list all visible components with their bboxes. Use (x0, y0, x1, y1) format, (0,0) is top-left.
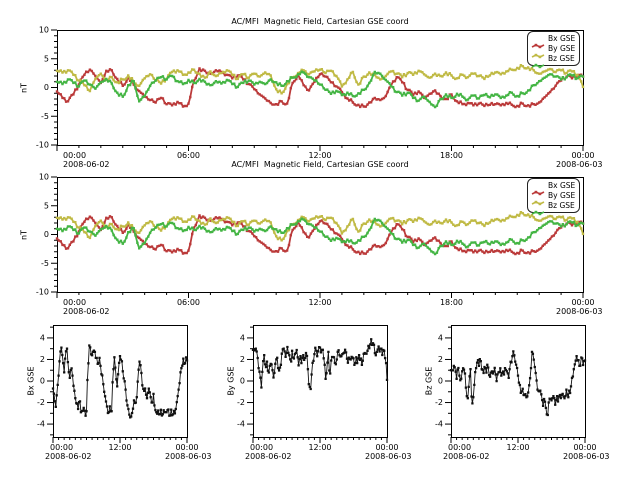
bz-panel-y-tick-label: 2 (438, 355, 443, 364)
bx-panel-frame (53, 325, 188, 438)
middle-panel-x-date-label: 2008-06-02 (63, 307, 110, 316)
middle-panel-y-tick-label: 10 (39, 173, 49, 182)
by-panel-y-tick-label: -4 (237, 420, 245, 429)
by-line-icon (531, 192, 545, 205)
top-panel-ylabel: nT (19, 83, 29, 93)
bz-panel-x-date-label: 2008-06-02 (443, 452, 490, 461)
bz-panel-y-tick-label: -4 (435, 420, 443, 429)
top-panel-x-date-label: 2008-06-02 (63, 160, 110, 169)
bx-panel-ylabel: Bx GSE (26, 366, 36, 396)
legend-item-by: By GSE (531, 44, 576, 58)
bz-panel-ylabel: Bz GSE (424, 366, 434, 396)
top-panel-x-tick-label: 12:00 (308, 151, 331, 160)
bx-panel-y-tick-label: -2 (37, 398, 45, 407)
by-panel-x-date-label: 2008-06-02 (245, 452, 292, 461)
by-panel-x-date-label: 2008-06-03 (365, 452, 412, 461)
by-panel-ylabel: By GSE (226, 366, 236, 396)
by-panel-x-tick-label: 00:00 (375, 443, 398, 452)
bx-panel-series-markers-bx-gse (51, 344, 189, 419)
by-panel-series-markers-by-gse (251, 338, 389, 391)
bz-panel-y-tick-label: 0 (438, 377, 443, 386)
middle-panel-y-tick-label: 5 (44, 201, 49, 210)
bx-panel-x-tick-label: 00:00 (175, 443, 198, 452)
top-panel-title: AC/MFI Magnetic Field, Cartesian GSE coo… (231, 17, 409, 26)
top-panel-y-tick-label: -10 (36, 141, 49, 150)
middle-panel-title: AC/MFI Magnetic Field, Cartesian GSE coo… (231, 160, 409, 169)
top-panel-y-tick-label: -5 (41, 112, 49, 121)
bz-panel-y-tick-label: 4 (438, 333, 443, 342)
middle-panel-x-tick-label: 18:00 (440, 298, 463, 307)
legend-item-bz: Bz GSE (531, 201, 575, 215)
legend-item-bz: Bz GSE (531, 54, 575, 68)
top-panel-x-date-label: 2008-06-03 (556, 160, 603, 169)
legend-middle: Bx GSE By GSE Bz GSE (527, 178, 581, 215)
bz-line-icon (531, 202, 545, 215)
middle-panel-x-tick-label: 12:00 (308, 298, 331, 307)
middle-panel-y-tick-label: -10 (36, 288, 49, 297)
by-panel-x-tick-label: 12:00 (308, 443, 331, 452)
middle-panel-x-tick-label: 06:00 (177, 298, 200, 307)
middle-panel-series-markers-bz-gse (55, 217, 585, 256)
by-panel-y-tick-label: 0 (240, 377, 245, 386)
bx-panel-y-tick-label: -4 (37, 420, 45, 429)
bz-panel-frame (451, 325, 586, 438)
bz-panel-x-tick-label: 12:00 (506, 443, 529, 452)
top-panel-x-tick-label: 18:00 (440, 151, 463, 160)
top-panel-series-markers-by-gse (55, 64, 585, 95)
bx-panel-x-date-label: 2008-06-02 (45, 452, 92, 461)
by-panel-x-tick-label: 00:00 (250, 443, 273, 452)
bx-panel-y-tick-label: 4 (40, 333, 45, 342)
middle-panel-series-markers-by-gse (55, 211, 585, 242)
legend-item-bx: Bx GSE (531, 181, 576, 195)
bx-panel-y-tick-label: 0 (40, 377, 45, 386)
middle-panel-x-tick-label: 00:00 (571, 298, 594, 307)
bx-panel-y-tick-label: 2 (40, 355, 45, 364)
top-panel-x-tick-label: 00:00 (63, 151, 86, 160)
by-line-icon (531, 45, 545, 58)
bx-line-icon (531, 182, 545, 195)
top-panel-y-tick-label: 0 (44, 83, 49, 92)
top-panel-y-tick-label: 5 (44, 54, 49, 63)
by-panel-y-tick-label: 2 (240, 355, 245, 364)
legend-label-bz: Bz GSE (548, 201, 575, 210)
legend-label-bx: Bx GSE (548, 34, 576, 43)
legend-label-bx: Bx GSE (548, 181, 576, 190)
middle-panel-x-tick-label: 00:00 (63, 298, 86, 307)
legend-item-bx: Bx GSE (531, 34, 576, 48)
by-panel-y-tick-label: 4 (240, 333, 245, 342)
bx-panel-x-tick-label: 12:00 (108, 443, 131, 452)
legend-label-by: By GSE (548, 44, 576, 53)
by-panel-frame (253, 325, 388, 438)
top-panel-series-markers-bz-gse (55, 70, 585, 109)
bz-line-icon (531, 55, 545, 68)
legend-label-by: By GSE (548, 191, 576, 200)
by-panel-y-tick-label: -2 (237, 398, 245, 407)
legend-label-bz: Bz GSE (548, 54, 575, 63)
middle-panel-ylabel: nT (19, 230, 29, 240)
top-panel-y-tick-label: 10 (39, 26, 49, 35)
top-panel-x-tick-label: 06:00 (177, 151, 200, 160)
legend-top: Bx GSE By GSE Bz GSE (527, 31, 581, 68)
top-panel-x-tick-label: 00:00 (571, 151, 594, 160)
bz-panel-x-tick-label: 00:00 (448, 443, 471, 452)
bz-panel-y-tick-label: -2 (435, 398, 443, 407)
middle-panel-x-date-label: 2008-06-03 (556, 307, 603, 316)
bz-panel-series-markers-bz-gse (449, 350, 587, 417)
middle-panel-y-tick-label: 0 (44, 230, 49, 239)
bx-panel-x-date-label: 2008-06-03 (165, 452, 212, 461)
bx-line-icon (531, 35, 545, 48)
bz-panel-x-tick-label: 00:00 (573, 443, 596, 452)
bz-panel-x-date-label: 2008-06-03 (563, 452, 610, 461)
legend-item-by: By GSE (531, 191, 576, 205)
middle-panel-y-tick-label: -5 (41, 259, 49, 268)
bx-panel-x-tick-label: 00:00 (50, 443, 73, 452)
